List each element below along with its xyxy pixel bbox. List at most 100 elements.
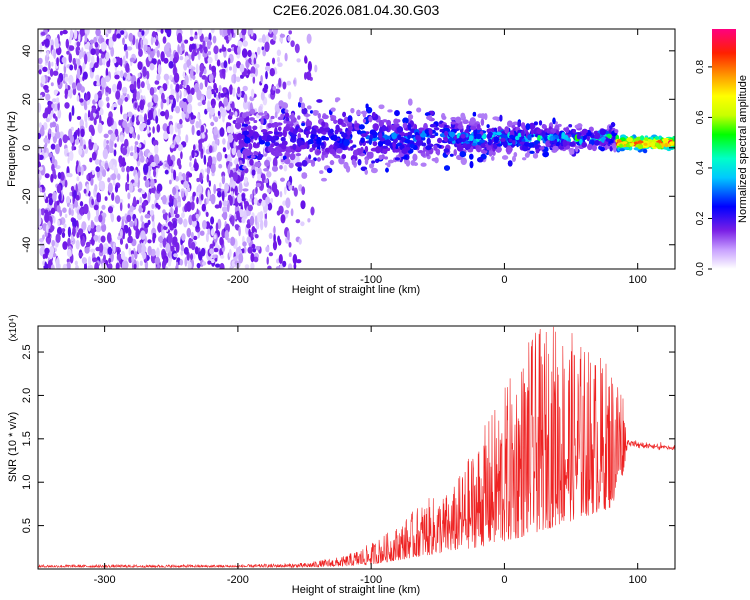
- spectrogram-point: [111, 173, 117, 181]
- spectrogram-point: [351, 158, 356, 166]
- spectrogram-point: [129, 205, 134, 213]
- spectrogram-point: [281, 144, 287, 150]
- spectrogram-point: [260, 75, 263, 84]
- spectrogram-point: [293, 187, 298, 197]
- spectrogram-point: [420, 152, 426, 157]
- spectrogram-point: [433, 127, 440, 131]
- spectrogram-point: [168, 115, 173, 120]
- spectrogram-point: [273, 142, 279, 147]
- spectrogram-point: [394, 157, 401, 161]
- spectrogram-point: [200, 247, 206, 257]
- spectrogram-point: [425, 150, 430, 157]
- spectrogram-point: [407, 123, 412, 131]
- spectrogram-point: [113, 149, 117, 157]
- spectrogram-point: [350, 108, 355, 114]
- spectrogram-point: [341, 132, 348, 138]
- spectrogram-point: [57, 77, 61, 85]
- spectrogram-point: [155, 202, 159, 208]
- spectrogram-point: [89, 157, 93, 163]
- spectrogram-point: [86, 174, 89, 181]
- spectrogram-point: [211, 29, 215, 34]
- spectrogram-point: [129, 220, 134, 228]
- spectrogram-point: [594, 139, 600, 146]
- spectrogram-point: [208, 63, 212, 71]
- spectrogram-point: [261, 46, 265, 51]
- spectrogram-point: [384, 139, 392, 146]
- spectrogram-point: [186, 103, 193, 114]
- spectrogram-point: [138, 29, 142, 33]
- spectrogram-point: [237, 193, 242, 204]
- spectrogram-point: [263, 168, 269, 172]
- spectrogram-point: [341, 123, 347, 127]
- spectrogram-point: [174, 176, 180, 182]
- spectrogram-point: [475, 133, 482, 140]
- spectrogram-point: [43, 192, 46, 201]
- spectrogram-point: [202, 220, 207, 230]
- spectrogram-point: [144, 213, 151, 219]
- spectrogram-point: [105, 51, 110, 62]
- spectrogram-point: [159, 87, 164, 95]
- spectrogram-point: [204, 36, 209, 43]
- spectrogram-point: [210, 163, 216, 174]
- spectrogram-point: [97, 90, 103, 99]
- spectrogram-point: [45, 117, 50, 123]
- spectrogram-point: [216, 151, 223, 162]
- spectrogram-point: [48, 152, 53, 158]
- spectrogram-point: [44, 261, 47, 269]
- spectrogram-point: [168, 61, 174, 69]
- spectrogram-point: [195, 63, 199, 75]
- spectrogram-point: [86, 183, 90, 194]
- spectrogram-point: [253, 120, 258, 123]
- colorbar-gradient: [712, 29, 736, 269]
- spectrogram-point: [101, 87, 104, 95]
- spectrogram-point: [132, 182, 138, 187]
- spectrogram-point: [72, 57, 76, 66]
- spectrogram-point: [137, 243, 143, 254]
- spectrogram-point: [293, 79, 296, 85]
- spectrogram-point: [154, 256, 161, 265]
- spectrogram-point: [94, 47, 100, 56]
- spectrogram-point: [244, 149, 251, 157]
- spectrogram-point: [147, 83, 151, 91]
- spectrogram-point: [74, 200, 79, 208]
- spectrogram-point: [298, 238, 302, 245]
- spectrogram-point: [406, 110, 412, 115]
- spectrogram-point: [239, 134, 245, 138]
- spectrogram-point: [114, 128, 119, 138]
- spectrogram-point: [492, 143, 498, 149]
- spectrogram-point: [64, 76, 69, 83]
- spectrogram-point: [158, 236, 164, 243]
- spectrogram-point: [234, 260, 240, 266]
- spectrogram-point: [137, 82, 141, 89]
- spectrogram-point: [387, 109, 393, 113]
- spectrogram-point: [248, 117, 255, 121]
- spectrogram-point: [238, 245, 242, 254]
- spectrogram-point: [529, 150, 535, 154]
- spectrogram-point: [297, 115, 301, 120]
- spectrogram-point: [295, 219, 301, 224]
- spectrogram-point: [88, 138, 92, 147]
- spectrogram-point: [39, 42, 43, 54]
- spectrogram-point: [90, 248, 96, 253]
- spectrogram-point: [93, 234, 99, 241]
- spectrogram-point: [94, 41, 99, 48]
- spectrogram-point: [67, 157, 70, 164]
- spectrogram-point: [226, 202, 230, 213]
- spectrogram-point: [140, 81, 145, 89]
- spectrogram-point: [316, 150, 322, 154]
- spectrogram-point: [629, 143, 635, 147]
- spectrogram-point: [39, 94, 43, 100]
- spectrogram-frame: [37, 28, 676, 270]
- spectrogram-point: [255, 186, 258, 194]
- spectrogram-point: [100, 160, 106, 167]
- spectrogram-point: [542, 151, 549, 158]
- spectrogram-point: [79, 29, 85, 37]
- spectrogram-point: [44, 247, 50, 255]
- spectrogram-point: [233, 141, 236, 150]
- spectrogram-point: [285, 197, 291, 209]
- spectrogram-point: [50, 82, 54, 87]
- spectrogram-point: [609, 125, 613, 130]
- spectrogram-point: [575, 145, 579, 153]
- spectrogram-point: [112, 83, 117, 93]
